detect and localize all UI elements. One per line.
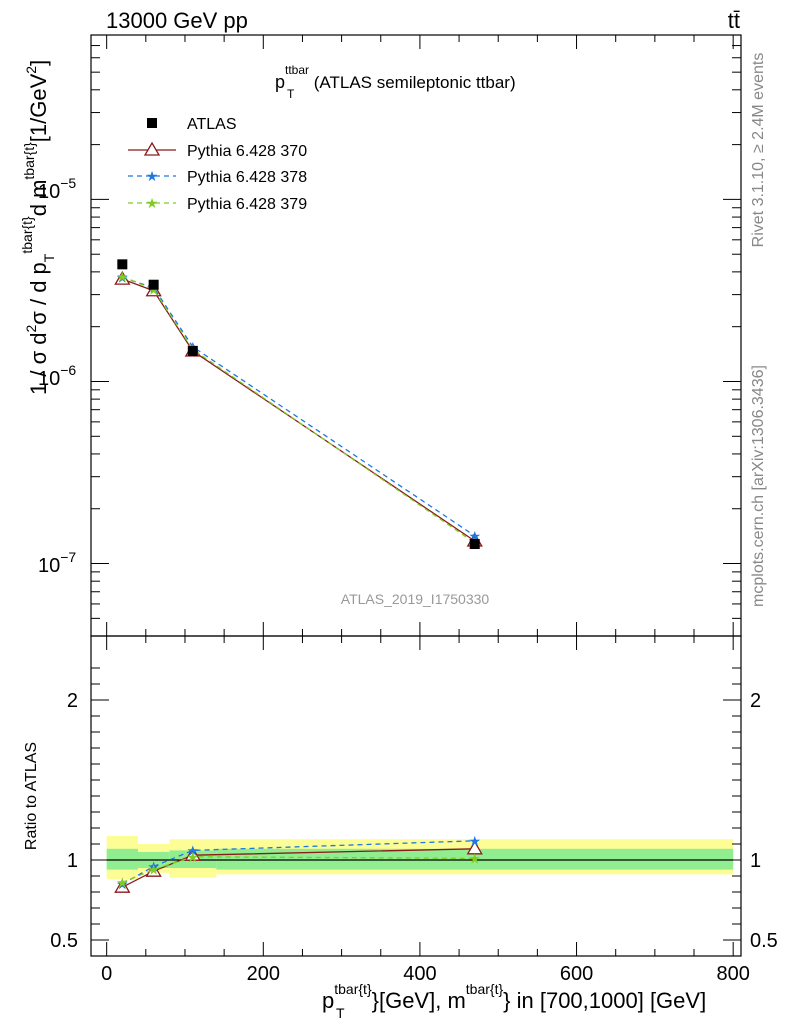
xlabel-c: tbar{t} xyxy=(334,981,372,997)
ratio-pythia-6-428-379-point: ★ xyxy=(147,862,160,878)
ratio-y-tick-label: 1 xyxy=(67,850,78,872)
ylabel-a: 1 / σ d xyxy=(26,333,51,396)
ylabel-j: ] xyxy=(26,60,51,66)
legend-marker-atlas xyxy=(147,118,157,128)
ratio-pythia-6-428-370-point xyxy=(145,862,162,877)
legend-entry-atlas: ATLAS xyxy=(147,116,237,133)
main-atlas-point xyxy=(117,259,128,270)
main-pythia-6-428-379-point: ★ xyxy=(116,268,129,284)
ratio-band-green xyxy=(216,848,734,870)
ylabel-f: d m xyxy=(26,180,51,217)
legend-label-pythia-378: Pythia 6.428 378 xyxy=(187,169,307,186)
legend-label-atlas: ATLAS xyxy=(187,116,237,133)
ratio-y-tick-label-right: 1 xyxy=(750,850,761,872)
main-pythia-6-428-378-point: ★ xyxy=(116,270,129,286)
ylabel-i: 2 xyxy=(23,66,39,74)
legend-marker-pythia-370 xyxy=(143,141,161,156)
ratio-pythia-6-428-379-line xyxy=(122,856,475,884)
x-tick-label: 400 xyxy=(403,963,436,985)
legend-marker-pythia-379: ★ xyxy=(146,195,159,211)
legend-entry-pythia-370: Pythia 6.428 370 xyxy=(128,141,307,160)
ratio-pythia-6-428-370-point xyxy=(466,840,483,855)
ylabel-g: tbar{t} xyxy=(21,142,37,180)
xlabel-e: tbar{t} xyxy=(466,981,504,997)
xlabel-a: p xyxy=(322,988,334,1013)
main-pythia-6-428-370-line xyxy=(122,278,476,542)
ratio-pythia-6-428-379-point: ★ xyxy=(468,850,481,866)
main-atlas-point xyxy=(187,346,198,357)
ratio-series-group: ★★★★★★★ ★ xyxy=(114,833,483,893)
ylabel-d: T xyxy=(41,253,57,262)
plot-title-rest: (ATLAS semileptonic ttbar) xyxy=(309,73,516,92)
xlabel-d: }[GeV], m xyxy=(372,988,466,1013)
ratio-band-green xyxy=(106,848,138,870)
main-atlas-point xyxy=(148,279,159,290)
ratio-pythia-6-428-379-point: ★ xyxy=(116,874,129,890)
ylabel-h: [1/GeV xyxy=(26,73,51,142)
ylabel-b: 2 xyxy=(23,325,39,333)
legend-entry-pythia-378: ★ Pythia 6.428 378 xyxy=(128,168,307,186)
rivet-version-label: Rivet 3.1.10, ≥ 2.4M events xyxy=(750,53,767,248)
ylabel-e: tbar{t} xyxy=(19,216,35,254)
plot-title-sup: ttbar xyxy=(285,63,309,77)
plot-title-base: p xyxy=(275,72,285,92)
ratio-y-tick-label: 2 xyxy=(67,690,78,712)
ratio-y-tick-label-right: 2 xyxy=(750,690,761,712)
ratio-pythia-6-428-378-point: ★ xyxy=(116,876,129,892)
main-panel: pttbar (ATLAS semileptonic ttbar) T 1 / … xyxy=(19,34,742,637)
ratio-frame xyxy=(90,635,742,957)
ratio-pythia-6-428-379-point: ★ xyxy=(187,849,200,865)
ratio-y-axis-label: Ratio to ATLAS xyxy=(23,742,40,850)
main-atlas-point xyxy=(469,539,480,550)
ratio-uncertainty-bands xyxy=(106,836,734,880)
plot-title: pttbar (ATLAS semileptonic ttbar) xyxy=(275,63,516,92)
x-tick-label: 800 xyxy=(716,963,749,985)
ratio-pythia-6-428-370-point xyxy=(184,846,201,861)
plot-title-sub: T xyxy=(287,87,295,101)
ratio-pythia-6-428-378-point: ★ xyxy=(468,833,481,849)
legend-label-pythia-379: Pythia 6.428 379 xyxy=(187,196,307,213)
xlabel-f: } in [700,1000] [GeV] xyxy=(503,988,706,1013)
x-tick-label: 600 xyxy=(560,963,593,985)
legend-marker-pythia-378: ★ xyxy=(146,168,159,184)
ratio-y-tick-label: 0.5 xyxy=(50,930,78,952)
ratio-y-tick-label-right: 0.5 xyxy=(750,930,778,952)
ratio-pythia-6-428-378-point: ★ xyxy=(187,842,200,858)
legend: ATLAS Pythia 6.428 370 ★ Pythia 6.428 37… xyxy=(128,116,307,213)
main-y-axis-label: 1 / σ d2σ / d pTtbar{t}d mtbar{t}[1/GeV2… xyxy=(19,60,57,395)
y-tick-label-1e-7: 10−7 xyxy=(38,549,76,577)
ratio-pythia-6-428-378-line xyxy=(122,840,475,885)
process-label: tt̄ xyxy=(728,8,740,33)
legend-entry-pythia-379: ★ Pythia 6.428 379 xyxy=(128,195,307,213)
y-tick-label-1e-5: 10−5 xyxy=(38,175,76,203)
legend-label-pythia-370: Pythia 6.428 370 xyxy=(187,143,307,160)
main-series-group: ★★★★★★★★ xyxy=(114,259,483,551)
ylabel-c: σ / d p xyxy=(26,262,51,325)
main-axis-ticks xyxy=(91,34,741,637)
energy-label: 13000 GeV pp xyxy=(106,8,248,33)
ratio-pythia-6-428-370-point xyxy=(114,878,131,893)
main-pythia-6-428-379-line xyxy=(122,275,476,544)
x-tick-label: 200 xyxy=(247,963,280,985)
analysis-id-watermark: ATLAS_2019_I1750330 xyxy=(341,591,490,607)
y-tick-label-1e-6: 10−6 xyxy=(38,362,76,390)
x-axis-label: ptbar{t}}[GeV], mtbar{t}} in [700,1000] … xyxy=(322,981,706,1013)
mcplots-label: mcplots.cern.ch [arXiv:1306.3436] xyxy=(750,365,767,607)
main-pythia-6-428-378-line xyxy=(122,276,476,537)
x-tick-label: 0 xyxy=(101,963,112,985)
xlabel-b: T xyxy=(336,1005,345,1021)
